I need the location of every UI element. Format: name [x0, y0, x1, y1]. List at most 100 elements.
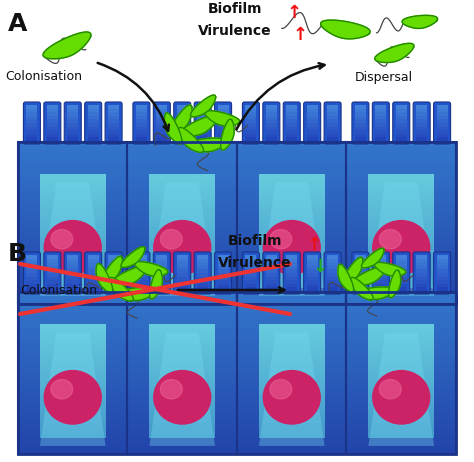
Bar — [259, 430, 325, 434]
Bar — [259, 350, 325, 355]
Bar — [237, 425, 346, 430]
Bar — [67, 273, 78, 277]
Bar — [368, 238, 434, 243]
Bar — [136, 130, 147, 134]
Bar — [27, 126, 37, 130]
Bar — [149, 246, 215, 250]
Bar — [346, 312, 456, 316]
Bar — [128, 170, 237, 174]
Bar — [259, 403, 325, 407]
Bar — [346, 344, 456, 349]
Bar — [237, 182, 346, 187]
Bar — [286, 258, 297, 262]
Bar — [355, 258, 366, 262]
Bar — [368, 212, 434, 216]
Bar — [149, 365, 215, 370]
Bar — [27, 116, 37, 119]
Bar — [149, 400, 215, 404]
Bar — [27, 137, 37, 141]
Bar — [346, 299, 456, 304]
Bar — [18, 247, 128, 251]
Bar — [327, 137, 338, 141]
Bar — [396, 280, 407, 284]
Bar — [259, 231, 325, 235]
FancyBboxPatch shape — [373, 102, 389, 144]
Bar — [27, 112, 37, 116]
Bar — [18, 263, 128, 267]
Bar — [197, 265, 208, 269]
Bar — [40, 373, 106, 377]
Bar — [266, 134, 277, 137]
FancyBboxPatch shape — [413, 252, 430, 294]
FancyBboxPatch shape — [373, 252, 389, 294]
Bar — [246, 134, 256, 137]
Bar — [40, 189, 106, 193]
Polygon shape — [149, 333, 215, 446]
Bar — [128, 235, 237, 239]
Bar — [346, 296, 456, 300]
Bar — [237, 299, 346, 304]
Bar — [18, 146, 128, 150]
Bar — [368, 396, 434, 400]
Bar — [197, 258, 208, 262]
Bar — [47, 134, 58, 137]
Bar — [375, 269, 386, 273]
Bar — [355, 104, 366, 109]
Bar — [128, 425, 237, 430]
Bar — [18, 336, 128, 340]
Bar — [246, 258, 256, 262]
Bar — [259, 223, 325, 227]
Bar — [128, 320, 237, 324]
Bar — [18, 235, 128, 239]
Bar — [437, 258, 447, 262]
FancyBboxPatch shape — [23, 102, 40, 144]
Bar — [108, 104, 119, 109]
Bar — [346, 445, 456, 450]
Bar — [149, 227, 215, 231]
Bar — [346, 405, 456, 409]
Bar — [149, 196, 215, 201]
Bar — [18, 287, 128, 292]
Bar — [266, 104, 277, 109]
Bar — [416, 122, 427, 127]
Bar — [259, 407, 325, 411]
Bar — [149, 403, 215, 407]
Bar — [128, 207, 237, 211]
Bar — [327, 269, 338, 273]
FancyBboxPatch shape — [105, 252, 122, 294]
Bar — [346, 425, 456, 430]
FancyBboxPatch shape — [324, 102, 341, 144]
Bar — [416, 276, 427, 280]
Bar — [128, 267, 237, 272]
Bar — [128, 417, 237, 422]
FancyBboxPatch shape — [242, 252, 259, 294]
Bar — [67, 258, 78, 262]
Bar — [18, 292, 128, 296]
Bar — [259, 234, 325, 239]
Bar — [136, 126, 147, 130]
Bar — [246, 130, 256, 134]
FancyBboxPatch shape — [304, 102, 321, 144]
Bar — [327, 265, 338, 269]
Bar — [18, 328, 128, 333]
Bar — [346, 271, 456, 276]
Bar — [368, 369, 434, 374]
Bar — [128, 271, 237, 276]
FancyBboxPatch shape — [352, 252, 369, 294]
Bar — [27, 265, 37, 269]
Bar — [88, 108, 99, 112]
Bar — [177, 287, 188, 291]
Bar — [368, 381, 434, 385]
Bar — [149, 178, 215, 182]
Bar — [368, 272, 434, 276]
Bar — [218, 269, 228, 273]
Bar — [368, 253, 434, 257]
Bar — [346, 328, 456, 333]
Bar — [259, 265, 325, 269]
Bar — [156, 122, 167, 127]
Bar — [259, 388, 325, 392]
Bar — [136, 265, 147, 269]
Bar — [149, 185, 215, 189]
Bar — [18, 344, 128, 349]
Bar — [27, 287, 37, 291]
